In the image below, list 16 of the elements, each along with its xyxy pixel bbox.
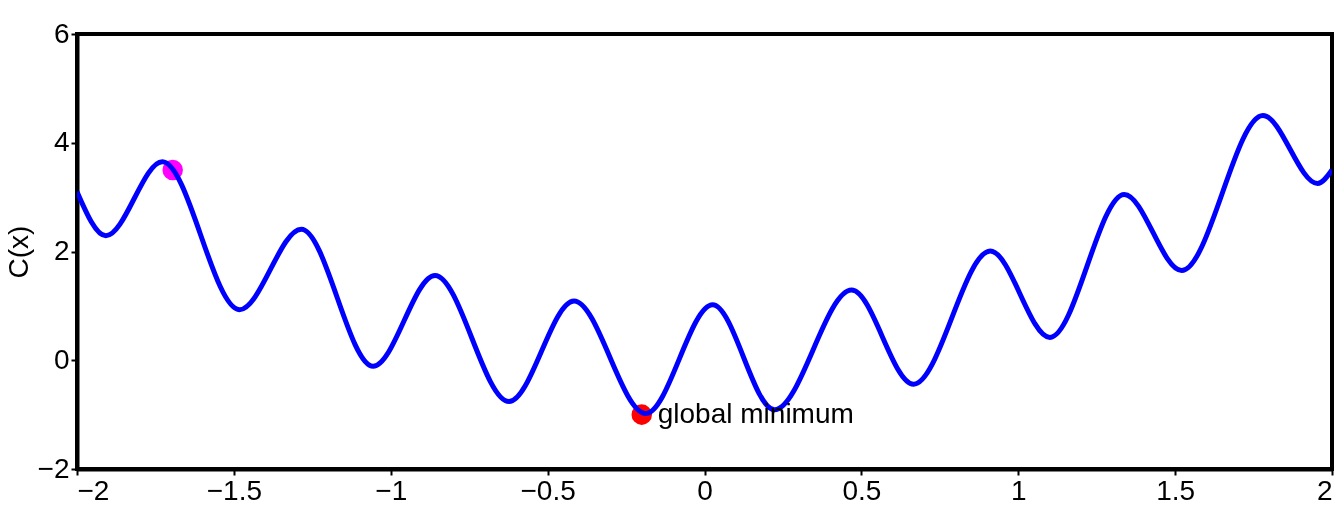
x-tick-label: −2	[77, 474, 110, 506]
y-tick-label: 2	[53, 235, 70, 266]
x-tick-label: −1	[375, 474, 408, 506]
x-tick-label: 0	[697, 474, 713, 506]
x-tick-label: 1.5	[1156, 474, 1196, 506]
y-tick-label: 0	[53, 343, 70, 375]
x-tick-label: 2	[1316, 474, 1333, 506]
y-tick-label: 6	[53, 17, 70, 49]
x-tick-label: −0.5	[520, 474, 576, 506]
annotation: global minimum	[657, 397, 854, 429]
x-tick-label: 0.5	[842, 474, 882, 506]
x-tick-label: 1	[1010, 474, 1027, 506]
y-axis-title: C(x)	[2, 225, 34, 279]
x-tick-label: −1.5	[206, 474, 263, 506]
y-tick-label: −2	[37, 452, 70, 484]
y-tick-label: 4	[53, 126, 70, 158]
